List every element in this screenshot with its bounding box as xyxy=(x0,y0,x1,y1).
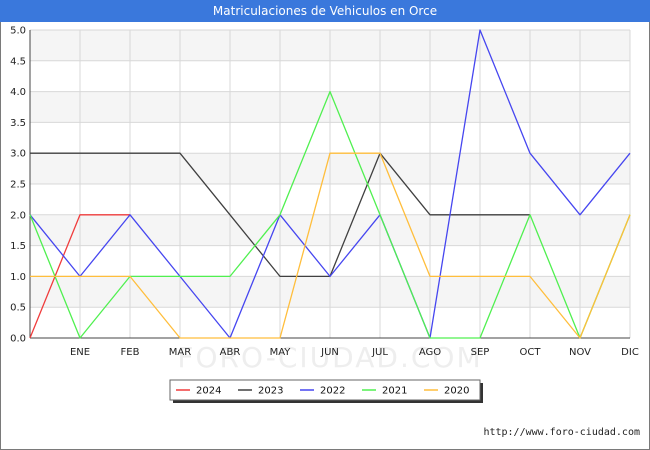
x-tick-label: AGO xyxy=(419,347,441,358)
x-tick-label: SEP xyxy=(471,347,490,358)
y-tick-label: 2.0 xyxy=(10,210,26,221)
watermark: FORO-CIUDAD.COM xyxy=(177,341,482,374)
legend-box xyxy=(169,379,481,401)
series-line-2022 xyxy=(29,29,631,339)
y-tick-label: 1.0 xyxy=(10,272,26,283)
y-tick-label: 3.5 xyxy=(10,118,26,129)
y-tick-label: 0.0 xyxy=(10,334,26,345)
legend-label-2020: 2020 xyxy=(444,386,469,397)
x-tick-label: JUN xyxy=(320,347,339,358)
y-tick-label: 3.0 xyxy=(10,149,26,160)
x-tick-label: DIC xyxy=(621,347,639,358)
legend-label-2021: 2021 xyxy=(382,386,407,397)
legend-label-2023: 2023 xyxy=(258,386,283,397)
x-tick-label: ENE xyxy=(70,347,90,358)
legend-label-2024: 2024 xyxy=(196,386,221,397)
y-tick-label: 5.0 xyxy=(10,26,26,37)
y-tick-label: 4.5 xyxy=(10,56,26,67)
source-url[interactable]: http://www.foro-ciudad.com xyxy=(483,427,640,438)
x-tick-label: ABR xyxy=(220,347,241,358)
y-tick-label: 0.5 xyxy=(10,303,26,314)
x-tick-label: FEB xyxy=(121,347,140,358)
series-line-2023 xyxy=(30,152,530,278)
y-tick-label: 1.5 xyxy=(10,241,26,252)
y-tick-label: 2.5 xyxy=(10,180,26,191)
y-tick-label: 4.0 xyxy=(10,87,26,98)
series-line-2024 xyxy=(29,214,130,339)
x-tick-label: OCT xyxy=(520,347,542,358)
chart-title: Matriculaciones de Vehiculos en Orce xyxy=(0,0,650,22)
series-line-2020 xyxy=(30,152,631,339)
x-tick-label: MAY xyxy=(270,347,292,358)
legend-label-2022: 2022 xyxy=(320,386,345,397)
x-tick-label: NOV xyxy=(569,347,591,358)
x-tick-label: MAR xyxy=(169,347,191,358)
x-tick-label: JUL xyxy=(371,347,388,358)
